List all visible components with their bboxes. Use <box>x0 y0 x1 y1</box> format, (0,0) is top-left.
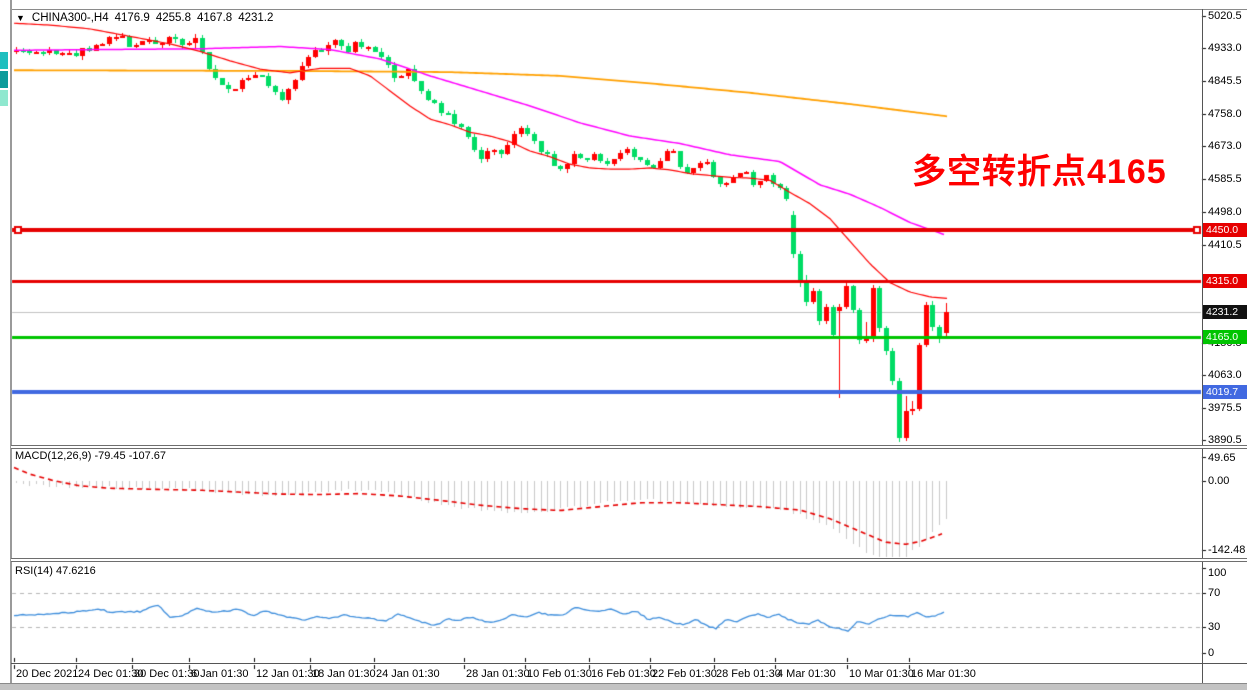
panel-splitter-macd[interactable] <box>11 445 1247 449</box>
window-bottom-edge <box>0 683 1247 690</box>
panel-splitter-rsi[interactable] <box>11 558 1247 562</box>
time-tick-label: 24 Dec 01:30 <box>78 668 144 680</box>
time-tick-label: 20 Dec 2021 <box>16 668 79 680</box>
ohlc-low: 4167.8 <box>197 12 233 24</box>
price-tick-label: 3975.5 <box>1208 402 1242 414</box>
rsi-tick-label: 70 <box>1208 587 1221 599</box>
macd-tick-label: 0.00 <box>1208 475 1230 487</box>
price-tick-label: 4498.0 <box>1208 206 1242 218</box>
ohlc-high: 4255.8 <box>155 12 191 24</box>
background-window-item <box>0 71 8 88</box>
ohlc-open: 4176.9 <box>114 12 150 24</box>
price-tick-label: 4410.5 <box>1208 239 1242 251</box>
background-window-strip <box>0 0 12 683</box>
time-tick-label: 10 Feb 01:30 <box>527 668 592 680</box>
price-tick-label: 4933.0 <box>1208 42 1242 54</box>
time-tick-label: 16 Feb 01:30 <box>591 668 656 680</box>
annotation-text: 多空转折点4165 <box>912 153 1167 191</box>
macd-tick-label: 49.65 <box>1208 452 1236 464</box>
price-level-badge: 4450.0 <box>1203 223 1247 237</box>
time-tick-label: 28 Feb 01:30 <box>716 668 781 680</box>
macd-indicator-label: MACD(12,26,9) -79.45 -107.67 <box>15 450 167 462</box>
price-level-badge: 4165.0 <box>1203 330 1247 344</box>
macd-tick-label: -142.48 <box>1208 543 1246 556</box>
price-tick-label: 4063.0 <box>1208 369 1242 381</box>
time-axis-separator <box>11 663 1247 664</box>
time-tick-label: 4 Mar 01:30 <box>777 668 836 680</box>
chart-top-border <box>10 9 1247 10</box>
rsi-indicator-label: RSI(14) 47.6216 <box>15 565 96 577</box>
time-tick-label: 12 Jan 01:30 <box>256 668 320 680</box>
time-tick-label: 28 Jan 01:30 <box>466 668 530 680</box>
price-tick-label: 4673.0 <box>1208 140 1242 152</box>
price-level-badge: 4231.2 <box>1203 305 1247 319</box>
ohlc-close: 4231.2 <box>238 12 274 24</box>
time-tick-label: 30 Dec 01:30 <box>134 668 200 680</box>
collapse-chart-button[interactable]: ▼ <box>16 13 25 23</box>
symbol-timeframe-label: CHINA300-,H4 <box>31 12 109 24</box>
price-axis-separator <box>1202 9 1203 683</box>
rsi-tick-label: 0 <box>1208 646 1215 659</box>
time-tick-label: 22 Feb 01:30 <box>652 668 717 680</box>
price-tick-label: 4758.0 <box>1208 108 1242 120</box>
background-window-item <box>0 90 8 106</box>
price-tick-label: 4845.5 <box>1208 75 1242 87</box>
price-level-badge: 4315.0 <box>1203 274 1247 288</box>
price-tick-label: 3890.5 <box>1208 434 1242 446</box>
time-tick-label: 10 Mar 01:30 <box>849 668 914 680</box>
price-level-badge: 4019.7 <box>1203 385 1247 399</box>
time-tick-label: 6 Jan 01:30 <box>191 668 249 680</box>
rsi-tick-label: 30 <box>1208 621 1221 633</box>
rsi-tick-label: 100 <box>1208 567 1227 579</box>
background-window-item <box>0 52 8 69</box>
time-tick-label: 24 Jan 01:30 <box>376 668 440 680</box>
price-tick-label: 5020.5 <box>1208 10 1242 22</box>
price-tick-label: 4585.5 <box>1208 173 1242 185</box>
time-tick-label: 16 Mar 01:30 <box>911 668 976 680</box>
chart-header: ▼ CHINA300-,H4 4176.9 4255.8 4167.8 4231.2 <box>16 12 279 24</box>
time-tick-label: 18 Jan 01:30 <box>312 668 376 680</box>
